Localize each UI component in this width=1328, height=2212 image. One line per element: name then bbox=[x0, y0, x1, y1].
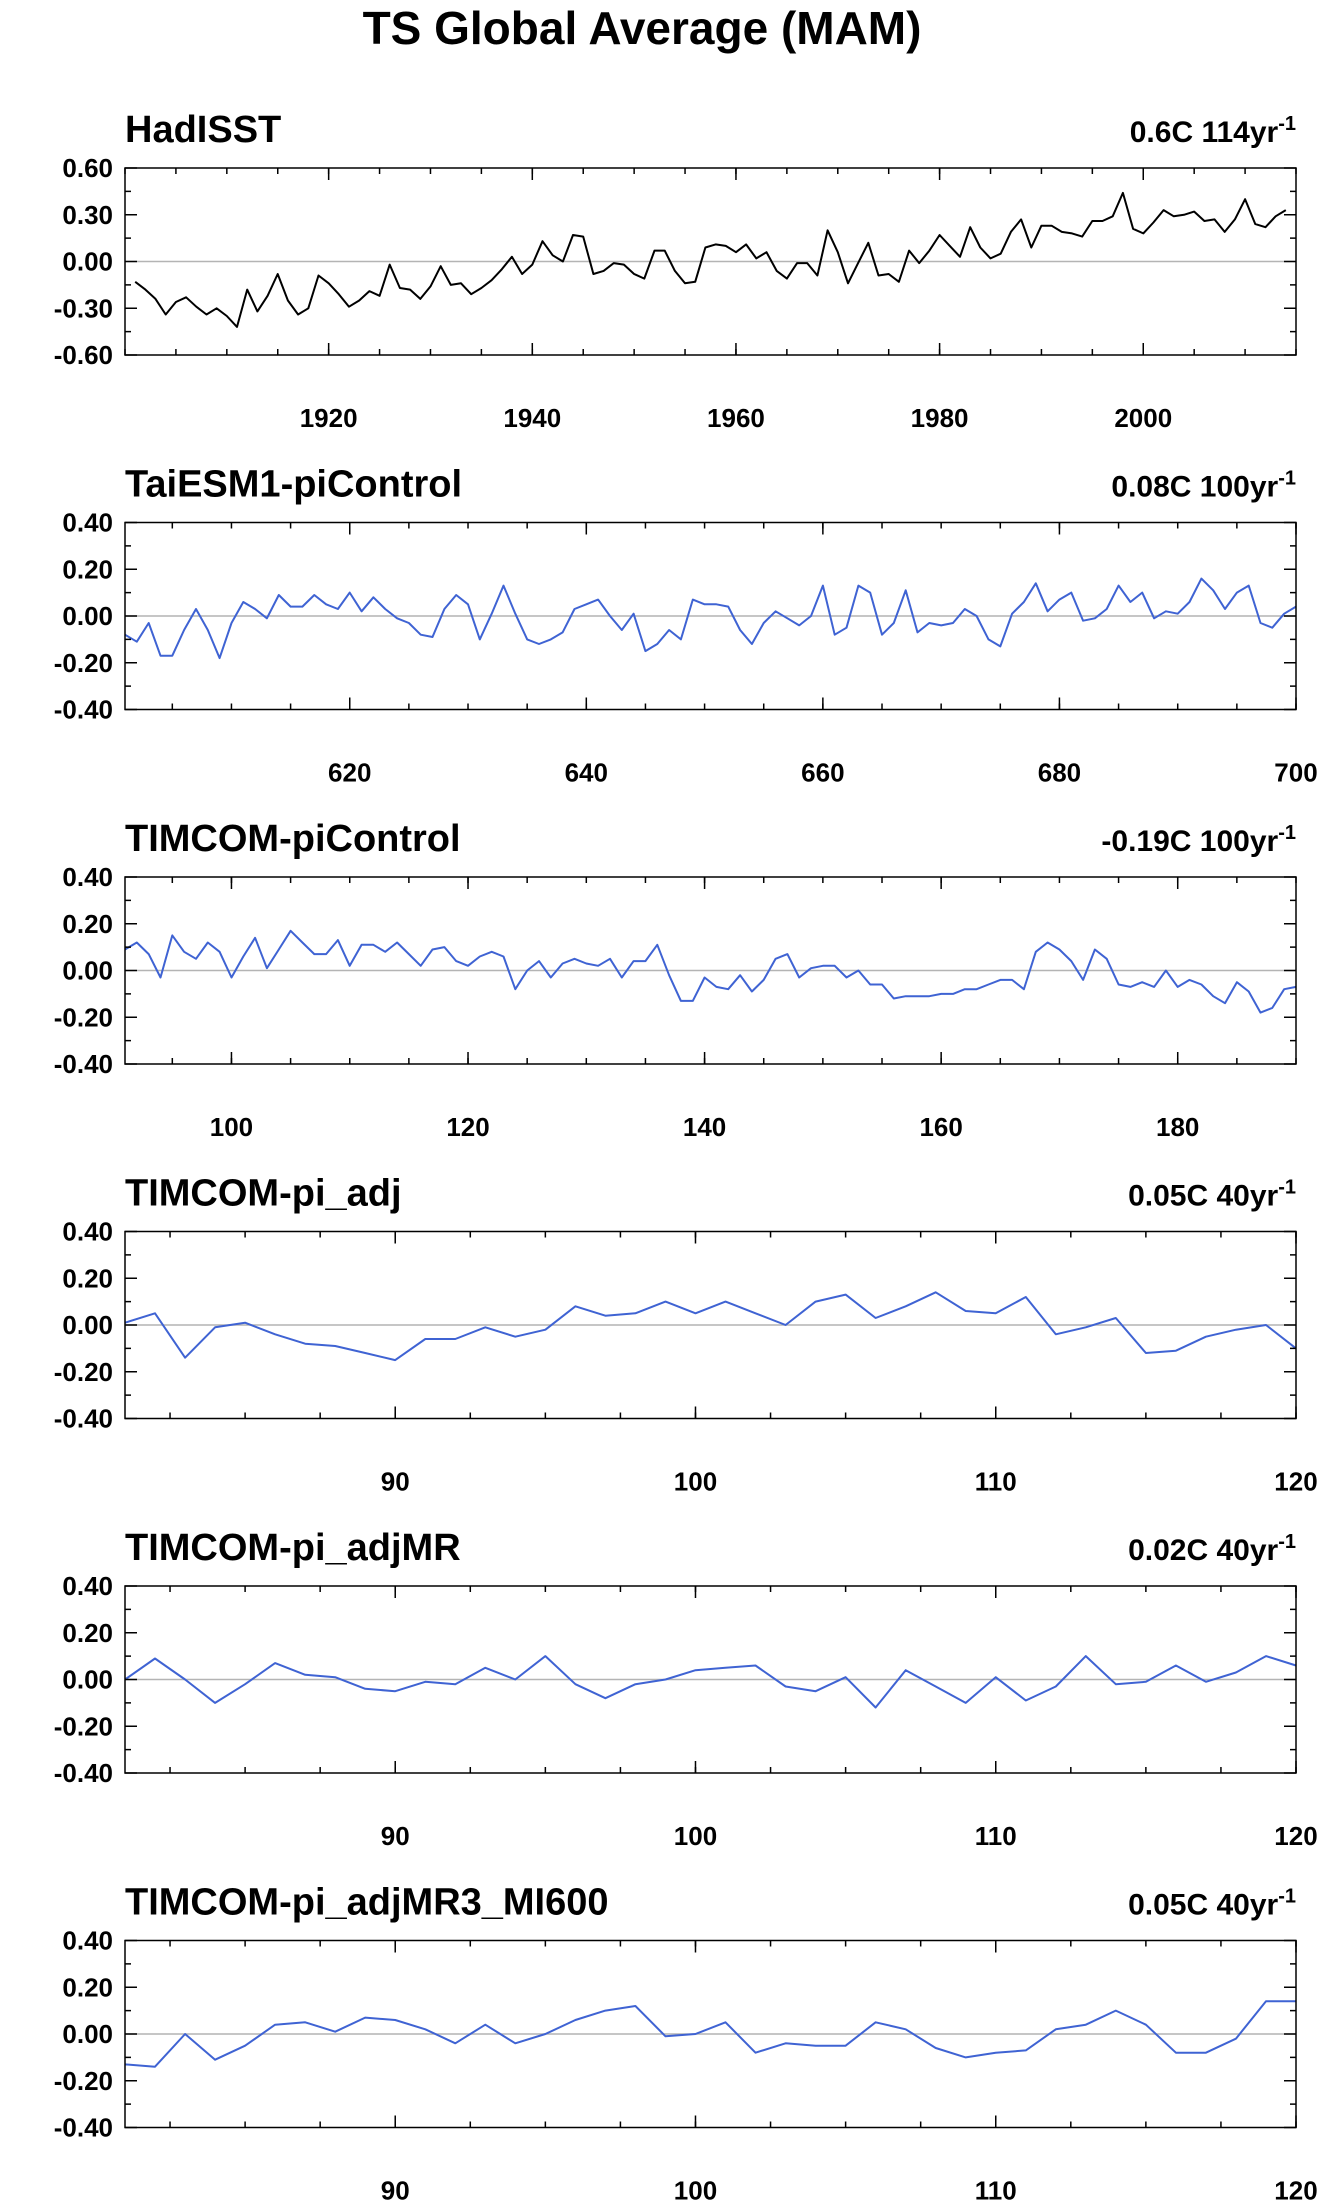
x-tick-label: 640 bbox=[565, 758, 608, 788]
x-tick-label: 110 bbox=[975, 1821, 1017, 1851]
y-tick-label: -0.20 bbox=[54, 648, 113, 678]
trend-value: 0.6C 114yr bbox=[1130, 116, 1279, 149]
panel-5: TIMCOM-pi_adjMR 0.02C 40yr-1 0.40 0.20 0.00 -… bbox=[54, 1527, 1318, 1851]
panel-1: HadISST 0.6C 114yr-1 0.60 0.30 0.00 -0.30 -0.6… bbox=[54, 109, 1297, 433]
y-tick-label: 0.40 bbox=[62, 862, 113, 892]
x-tick-label: 140 bbox=[683, 1112, 726, 1142]
series-line bbox=[124, 929, 1297, 1014]
trend-exponent: -1 bbox=[1278, 822, 1296, 844]
y-tick-label: 0.30 bbox=[62, 200, 113, 230]
y-tick-label: -0.60 bbox=[54, 340, 113, 370]
y-tick-label: -0.20 bbox=[54, 2066, 113, 2096]
x-tick-label: 100 bbox=[674, 2176, 717, 2206]
y-tick-label: -0.40 bbox=[54, 1404, 113, 1434]
y-tick-label: -0.40 bbox=[54, 1049, 113, 1079]
x-tick-label: 120 bbox=[446, 1112, 489, 1142]
y-tick-label: -0.40 bbox=[54, 2113, 113, 2143]
x-tick-label: 160 bbox=[919, 1112, 962, 1142]
y-tick-label: 0.00 bbox=[62, 1310, 113, 1340]
y-tick-label: -0.20 bbox=[54, 1357, 113, 1387]
trend-label: 0.05C 40yr-1 bbox=[1128, 1177, 1296, 1213]
x-tick-label: 100 bbox=[210, 1112, 253, 1142]
y-tick-label: 0.60 bbox=[62, 153, 113, 183]
series-line bbox=[124, 2000, 1296, 2068]
x-tick-label: 100 bbox=[674, 1821, 717, 1851]
x-tick-label: 680 bbox=[1038, 758, 1081, 788]
panel-title: TaiESM1-piControl bbox=[125, 464, 462, 506]
y-tick-label: 0.20 bbox=[62, 554, 113, 584]
trend-value: 0.02C 40yr bbox=[1128, 1534, 1278, 1567]
trend-exponent: -1 bbox=[1278, 113, 1296, 135]
y-tick-label: 0.00 bbox=[62, 956, 113, 986]
trend-exponent: -1 bbox=[1278, 1531, 1296, 1553]
x-tick-label: 620 bbox=[328, 758, 371, 788]
x-tick-label: 700 bbox=[1274, 758, 1317, 788]
y-tick-label: 0.20 bbox=[62, 1263, 113, 1293]
panel-title: TIMCOM-pi_adjMR3_MI600 bbox=[125, 1882, 609, 1924]
x-tick-label: 90 bbox=[381, 1821, 410, 1851]
x-tick-label: 90 bbox=[381, 2176, 410, 2206]
y-tick-label: 0.40 bbox=[62, 1217, 113, 1247]
trend-label: -0.19C 100yr-1 bbox=[1101, 822, 1296, 858]
x-tick-label: 1920 bbox=[300, 403, 358, 433]
y-tick-label: 0.00 bbox=[62, 2019, 113, 2049]
panel-title: HadISST bbox=[125, 109, 281, 151]
trend-exponent: -1 bbox=[1278, 468, 1296, 490]
x-tick-label: 1980 bbox=[911, 403, 969, 433]
y-tick-label: 0.40 bbox=[62, 1571, 113, 1601]
figure-title: TS Global Average (MAM) bbox=[363, 2, 922, 54]
y-tick-label: 0.40 bbox=[62, 508, 113, 538]
x-tick-label: 120 bbox=[1274, 1821, 1317, 1851]
x-tick-label: 110 bbox=[975, 1467, 1017, 1497]
y-tick-label: -0.20 bbox=[54, 1711, 113, 1741]
y-tick-label: 0.00 bbox=[62, 247, 113, 277]
series-line bbox=[134, 191, 1287, 328]
x-tick-label: 90 bbox=[381, 1467, 410, 1497]
y-tick-label: 0.20 bbox=[62, 1618, 113, 1648]
y-tick-label: 0.20 bbox=[62, 1972, 113, 2002]
y-tick-label: 0.00 bbox=[62, 1665, 113, 1695]
x-tick-label: 100 bbox=[674, 1467, 717, 1497]
x-tick-label: 110 bbox=[975, 2176, 1017, 2206]
x-tick-label: 180 bbox=[1156, 1112, 1199, 1142]
trend-value: 0.05C 40yr bbox=[1128, 1180, 1278, 1213]
trend-exponent: -1 bbox=[1278, 1886, 1296, 1908]
trend-label: 0.6C 114yr-1 bbox=[1130, 113, 1296, 149]
y-tick-label: -0.40 bbox=[54, 1758, 113, 1788]
x-tick-label: 120 bbox=[1274, 2176, 1317, 2206]
x-tick-label: 2000 bbox=[1114, 403, 1172, 433]
y-tick-label: 0.40 bbox=[62, 1926, 113, 1956]
panel-title: TIMCOM-pi_adjMR bbox=[125, 1527, 461, 1569]
y-tick-label: -0.30 bbox=[54, 293, 113, 323]
x-tick-label: 120 bbox=[1274, 1467, 1317, 1497]
trend-label: 0.02C 40yr-1 bbox=[1128, 1531, 1296, 1567]
series-line bbox=[124, 577, 1297, 660]
panel-3: TIMCOM-piControl -0.19C 100yr-1 0.40 0.20 0.… bbox=[54, 818, 1297, 1142]
x-tick-label: 1960 bbox=[707, 403, 765, 433]
panels: HadISST 0.6C 114yr-10.600.300.00-0.30-0.6… bbox=[54, 109, 1318, 2206]
series-line bbox=[124, 1655, 1297, 1709]
trend-value: -0.19C 100yr bbox=[1101, 825, 1278, 858]
y-tick-label: 0.00 bbox=[62, 601, 113, 631]
series-line bbox=[124, 1291, 1297, 1362]
panel-2: TaiESM1-piControl 0.08C 100yr-1 0.40 0.20 0.… bbox=[54, 464, 1318, 788]
panel-title: TIMCOM-piControl bbox=[125, 818, 461, 860]
trend-value: 0.05C 40yr bbox=[1128, 1889, 1278, 1922]
x-tick-label: 660 bbox=[801, 758, 844, 788]
trend-label: 0.05C 40yr-1 bbox=[1128, 1886, 1296, 1922]
panel-6: TIMCOM-pi_adjMR3_MI600 0.05C 40yr-1 0.40 0.… bbox=[54, 1882, 1318, 2206]
y-tick-label: -0.40 bbox=[54, 695, 113, 725]
trend-value: 0.08C 100yr bbox=[1111, 471, 1278, 504]
panel-4: TIMCOM-pi_adj 0.05C 40yr-1 0.40 0.20 0.00 -0.… bbox=[54, 1173, 1318, 1497]
trend-label: 0.08C 100yr-1 bbox=[1111, 468, 1296, 504]
trend-exponent: -1 bbox=[1278, 1177, 1296, 1199]
y-tick-label: 0.20 bbox=[62, 909, 113, 939]
panel-title: TIMCOM-pi_adj bbox=[125, 1173, 402, 1215]
x-tick-label: 1940 bbox=[503, 403, 561, 433]
y-tick-label: -0.20 bbox=[54, 1002, 113, 1032]
